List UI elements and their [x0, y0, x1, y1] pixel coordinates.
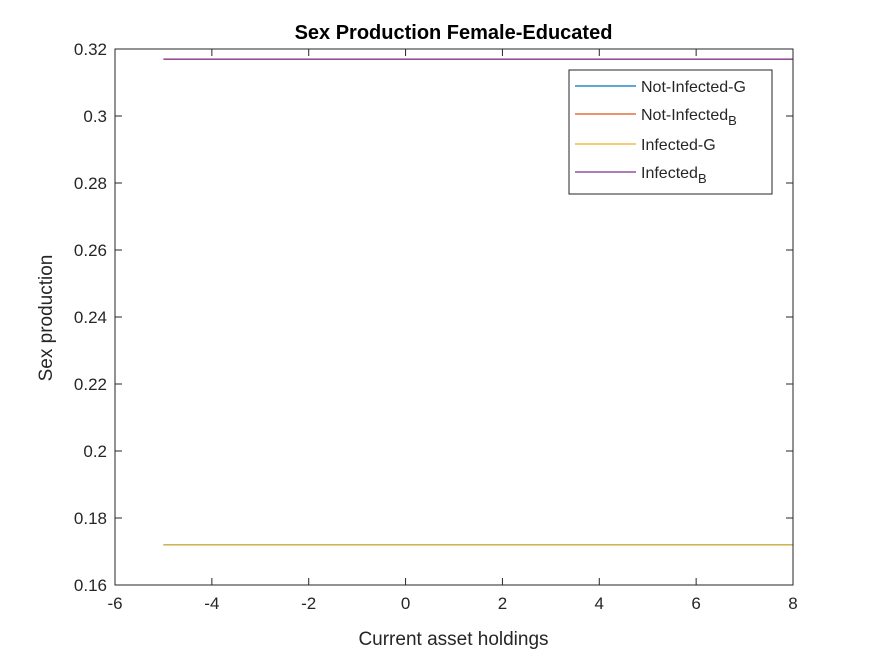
legend-box	[568, 69, 773, 195]
y-tick-label: 0.28	[74, 174, 107, 193]
y-tick-label: 0.2	[83, 442, 107, 461]
x-tick-label: 8	[788, 594, 797, 613]
y-tick-label: 0.3	[83, 107, 107, 126]
x-axis-label: Current asset holdings	[358, 629, 548, 650]
y-tick-label: 0.26	[74, 241, 107, 260]
x-tick-label: 0	[401, 594, 410, 613]
y-tick-label: 0.16	[74, 576, 107, 595]
x-tick-label: 4	[595, 594, 604, 613]
x-tick-label: -2	[301, 594, 316, 613]
x-tick-label: -6	[107, 594, 122, 613]
legend-entry-0: Not-Infected-G	[641, 79, 746, 96]
legend: Not-Infected-G Not-InfectedB Infected-G Inf…	[568, 69, 773, 195]
y-tick-label: 0.24	[74, 308, 107, 327]
x-tick-label: 6	[691, 594, 700, 613]
y-tick-label: 0.32	[74, 40, 107, 59]
chart-title: Sex Production Female-Educated	[295, 22, 613, 44]
legend-entry-3: InfectedB	[641, 165, 707, 186]
x-tick-label: -4	[204, 594, 219, 613]
plot-area	[163, 58, 793, 546]
axes: -6 -4 -2 0 2 4 6 8 0.16 0.18 0.2 0.22 0.24 0.26 0.28 0.…	[74, 40, 798, 613]
x-tick-label: 2	[498, 594, 507, 613]
y-axis-label: Sex production	[36, 255, 57, 382]
y-tick-label: 0.18	[74, 509, 107, 528]
y-tick-label: 0.22	[74, 375, 107, 394]
legend-entry-2: Infected-G	[641, 137, 716, 154]
legend-entry-1: Not-InfectedB	[641, 107, 737, 128]
